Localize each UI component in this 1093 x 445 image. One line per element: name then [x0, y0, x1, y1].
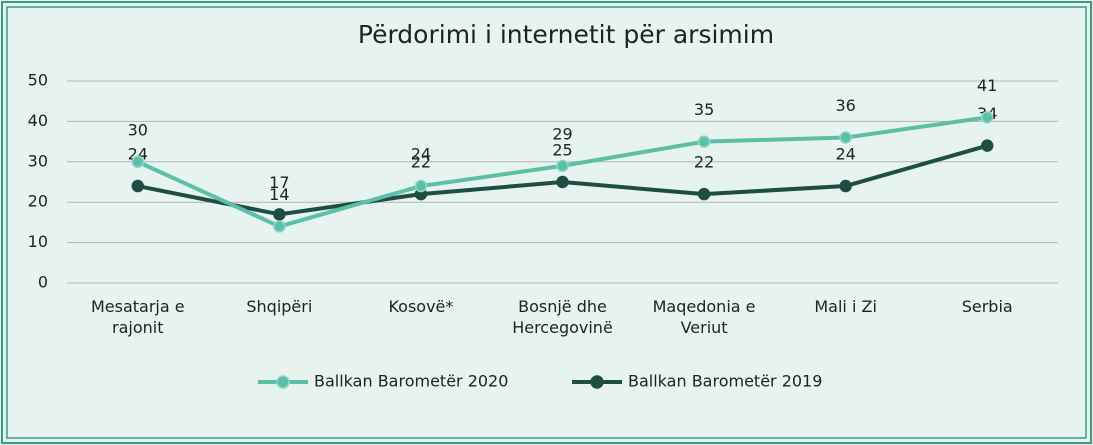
marker: [273, 220, 286, 233]
data-label: 24: [835, 145, 855, 164]
data-label: 22: [694, 153, 714, 172]
marker: [980, 139, 994, 152]
marker: [273, 208, 286, 221]
x-tick-label: Serbia: [961, 297, 1013, 316]
data-label: 25: [552, 141, 572, 160]
x-tick-label: Kosovë*: [388, 297, 454, 316]
marker: [839, 179, 852, 193]
data-label: 41: [977, 76, 997, 95]
y-tick-label: 0: [38, 273, 48, 292]
x-tick-label: Mesatarja e rajonit: [90, 297, 185, 337]
marker: [556, 175, 569, 189]
data-label: 14: [269, 185, 289, 204]
marker: [414, 179, 428, 193]
marker: [980, 111, 994, 124]
data-label: 22: [411, 153, 431, 172]
x-tick-label: Mali i Zi: [814, 297, 877, 316]
legend-label: Ballkan Barometër 2020: [314, 372, 508, 391]
x-tick-label: Maqedonia e Veriut: [652, 297, 756, 337]
marker: [131, 155, 145, 169]
y-tick-label: 30: [28, 151, 48, 170]
y-tick-label: 20: [28, 192, 48, 211]
marker: [697, 135, 711, 148]
marker: [697, 187, 711, 201]
x-tick-label: Bosnjë dhe Hercegovinë: [512, 297, 613, 337]
x-tick-label: Shqipëri: [246, 297, 313, 316]
y-tick-label: 40: [28, 111, 48, 130]
legend-marker: [276, 375, 290, 389]
data-label: 35: [694, 100, 714, 119]
data-label: 29: [552, 124, 572, 143]
marker: [556, 159, 569, 173]
legend-marker: [590, 375, 604, 389]
frame-inner: [6, 6, 1087, 439]
y-tick-label: 10: [28, 232, 48, 251]
data-label: 36: [835, 96, 855, 115]
marker: [839, 131, 852, 144]
marker: [131, 179, 145, 193]
chart-title: Përdorimi i internetit për arsimim: [358, 20, 774, 49]
y-tick-label: 50: [28, 71, 48, 90]
data-label: 17: [269, 173, 289, 192]
legend-label: Ballkan Barometër 2019: [628, 372, 822, 391]
data-label: 24: [411, 145, 431, 164]
data-label: 30: [128, 120, 148, 139]
